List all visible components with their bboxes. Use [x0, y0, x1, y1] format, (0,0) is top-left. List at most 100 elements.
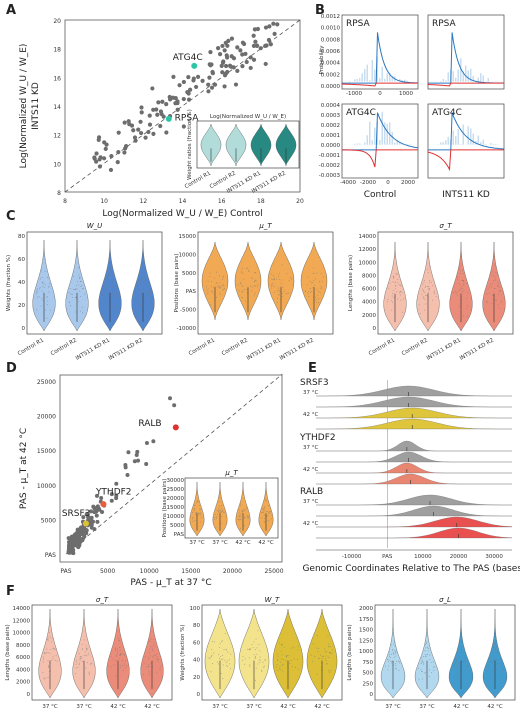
y-tick: -0.0002 [319, 163, 340, 169]
violin-point [210, 290, 212, 292]
y-tick: 250 [363, 681, 374, 687]
violin-point [115, 292, 117, 294]
violin-point [254, 649, 256, 651]
x-tick: 10000 [414, 554, 432, 560]
violin-point [395, 650, 397, 652]
violin-point [257, 630, 259, 632]
ridge-density [316, 385, 512, 397]
violin-point [37, 296, 39, 298]
violin-point [144, 276, 146, 278]
histogram-bar [457, 69, 459, 82]
violin-point [311, 282, 313, 284]
violin-point [272, 279, 274, 281]
violin-point [255, 679, 257, 681]
scatter-point [126, 119, 131, 124]
y-tick: 20 [18, 303, 25, 309]
scatter-point [136, 127, 141, 132]
violin-point [221, 515, 223, 517]
violin-point [148, 674, 150, 676]
scatter-point [143, 135, 148, 140]
violin-point [262, 508, 264, 510]
violin-point [456, 276, 458, 278]
violin-point [387, 298, 389, 300]
violin-point [280, 669, 282, 671]
violin-point [244, 525, 246, 527]
violin-point [108, 292, 110, 294]
violin-point [493, 647, 495, 649]
panel-c-violin [131, 240, 155, 332]
scatter-point [220, 60, 226, 65]
violin-point [428, 282, 430, 284]
violin-point [46, 648, 48, 650]
violin-point [137, 316, 139, 318]
violin-point [243, 516, 245, 518]
violin-point [499, 659, 501, 661]
violin-point [456, 652, 458, 654]
violin-point [110, 269, 112, 271]
scatter-point [164, 130, 169, 135]
annotation-srsf3: SRSF3 [62, 509, 91, 519]
violin-point [197, 501, 199, 503]
violin-point [312, 643, 314, 645]
y-tick: 0.0000 [321, 143, 341, 149]
histogram-bar [462, 124, 464, 145]
violin-point [497, 283, 499, 285]
violin-point [107, 273, 109, 275]
y-axis-label: Log(Normalized W_U / W_E) [19, 44, 29, 169]
violin-point [84, 639, 86, 641]
scatter-point [154, 107, 159, 112]
violin-point [200, 514, 202, 516]
violin-point [108, 274, 110, 276]
probability-curve [341, 149, 418, 168]
violin-point [120, 655, 122, 657]
violin-point [210, 304, 212, 306]
histogram-bar [452, 130, 454, 145]
y-tick: 4000 [16, 667, 30, 673]
y-tick: 16 [53, 75, 61, 82]
violin-point [220, 523, 222, 525]
violin-point [493, 643, 495, 645]
scatter-point [251, 43, 257, 49]
y-tick: 4000 [362, 300, 376, 306]
violin-point [391, 301, 393, 303]
histogram-bar [485, 144, 487, 145]
inset-violin [275, 123, 297, 167]
violin-point [420, 669, 422, 671]
violin-point [387, 669, 389, 671]
violin-point [428, 266, 430, 268]
violin-point [50, 660, 52, 662]
highlight-point-srsf3 [82, 520, 89, 527]
violin-point [238, 290, 240, 292]
panel-f-y-label: Lengths (base pairs) [5, 624, 11, 680]
violin-point [220, 286, 222, 288]
violin-point [248, 269, 250, 271]
violin-point [499, 291, 501, 293]
x-tick: 16 [218, 198, 226, 205]
violin-point [212, 663, 214, 665]
violin-point [218, 646, 220, 648]
histogram-bar [364, 69, 366, 82]
violin-point [108, 273, 110, 275]
violin-point [141, 278, 143, 280]
scatter-point [248, 65, 253, 71]
violin-point [328, 645, 330, 647]
violin-point [246, 515, 248, 517]
histogram-bar [361, 73, 363, 82]
scatter-point [69, 536, 74, 541]
x-tick: Control R1 [17, 338, 45, 358]
violin-point [421, 661, 423, 663]
violin-point [262, 661, 264, 663]
violin-point [432, 661, 434, 663]
violin-point [323, 655, 325, 657]
temp-label: 42 °C [303, 521, 318, 527]
violin-point [112, 658, 114, 660]
violin-point [212, 292, 214, 294]
violin-point [431, 672, 433, 674]
violin-point [124, 667, 126, 669]
violin-point [399, 662, 401, 664]
violin-point [79, 656, 81, 658]
violin-point [313, 267, 315, 269]
violin-point [159, 666, 161, 668]
violin-point [239, 282, 241, 284]
violin-point [247, 517, 249, 519]
